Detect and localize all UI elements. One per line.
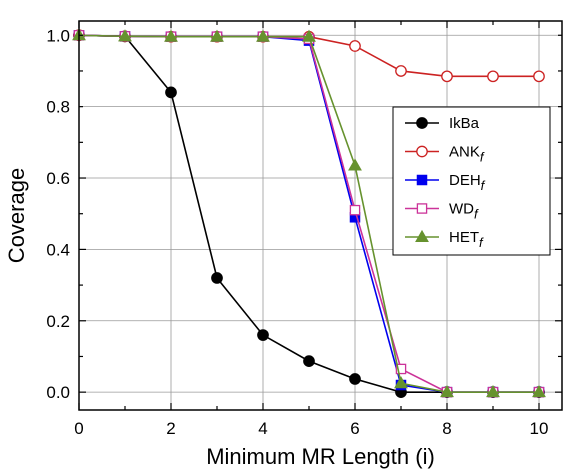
legend-label-main: IkBa — [449, 115, 480, 132]
data-point-ank-6 — [349, 40, 361, 52]
data-point-het-3 — [210, 29, 224, 42]
legend-label: IkBa — [449, 115, 480, 132]
data-point-ikba-2 — [165, 86, 177, 99]
data-point-het-2 — [164, 29, 178, 42]
legend-label-subscript: f — [474, 207, 479, 222]
series-layer — [72, 28, 546, 399]
data-point-het-4 — [256, 29, 270, 42]
data-point-ikba-4 — [257, 329, 269, 341]
plot-frame — [78, 20, 563, 411]
ticks: 0 2 4 6 8 10 0.0 0.2 0.4 0.6 0.8 1.0 — [46, 21, 562, 438]
legend-swatch-marker — [416, 145, 428, 158]
legend-swatch-marker — [416, 203, 428, 214]
data-point-het-9 — [486, 385, 500, 398]
data-point-ikba-6 — [349, 373, 361, 385]
legend-label: DEHf — [449, 172, 486, 193]
series-het — [72, 28, 546, 398]
x-tick-label: 0 — [74, 419, 83, 438]
legend-entry-ank: ANKf — [405, 144, 485, 165]
y-tick-label: 0.6 — [46, 169, 70, 188]
x-axis-title: Minimum MR Length (i) — [206, 444, 435, 469]
legend-label-main: DEH — [449, 172, 481, 189]
legend-swatch-marker — [415, 229, 429, 243]
legend-label: WDf — [449, 201, 479, 222]
data-point-ank-9 — [487, 70, 499, 83]
x-tick-label: 6 — [350, 419, 359, 438]
data-point-het-10 — [532, 385, 546, 398]
data-point-het-8 — [440, 385, 454, 398]
data-point-het-7 — [394, 376, 408, 389]
legend-entry-het: HETf — [405, 229, 484, 250]
data-point-het-6 — [348, 158, 362, 171]
legend-label: ANKf — [449, 144, 485, 165]
data-point-ikba-3 — [211, 272, 223, 284]
x-tick-label: 4 — [258, 419, 267, 438]
y-tick-label: 0.4 — [46, 240, 70, 259]
data-point-ank-7 — [395, 65, 407, 77]
y-tick-label: 0.2 — [46, 312, 70, 331]
y-tick-label: 0.8 — [46, 98, 70, 117]
data-point-ank-10 — [533, 70, 545, 83]
data-point-ank-8 — [441, 70, 453, 83]
legend-label-main: ANK — [449, 144, 480, 161]
y-axis-title: Coverage — [4, 168, 29, 263]
x-tick-label: 10 — [530, 419, 549, 438]
data-point-het-5 — [302, 29, 316, 42]
legend-swatch-marker — [416, 174, 428, 186]
legend-label-subscript: f — [481, 178, 486, 193]
data-point-het-1 — [118, 29, 132, 42]
legend-swatch-marker — [416, 117, 428, 129]
x-tick-label: 2 — [166, 419, 175, 438]
data-point-wd-6 — [349, 204, 361, 216]
data-point-ikba-5 — [303, 355, 315, 367]
legend-label: HETf — [449, 229, 484, 250]
legend-label-subscript: f — [479, 235, 484, 250]
y-tick-label: 0.0 — [46, 383, 70, 402]
data-point-wd-7 — [395, 363, 407, 375]
x-tick-label: 8 — [442, 419, 451, 438]
y-tick-label: 1.0 — [46, 26, 70, 45]
legend-label-main: HET — [449, 229, 479, 246]
legend-label-subscript: f — [480, 150, 485, 165]
legend-entry-deh: DEHf — [405, 172, 486, 193]
legend-label-main: WD — [449, 201, 474, 218]
legend-entry-wd: WDf — [405, 201, 479, 222]
legend-entry-ikba: IkBa — [405, 115, 480, 132]
